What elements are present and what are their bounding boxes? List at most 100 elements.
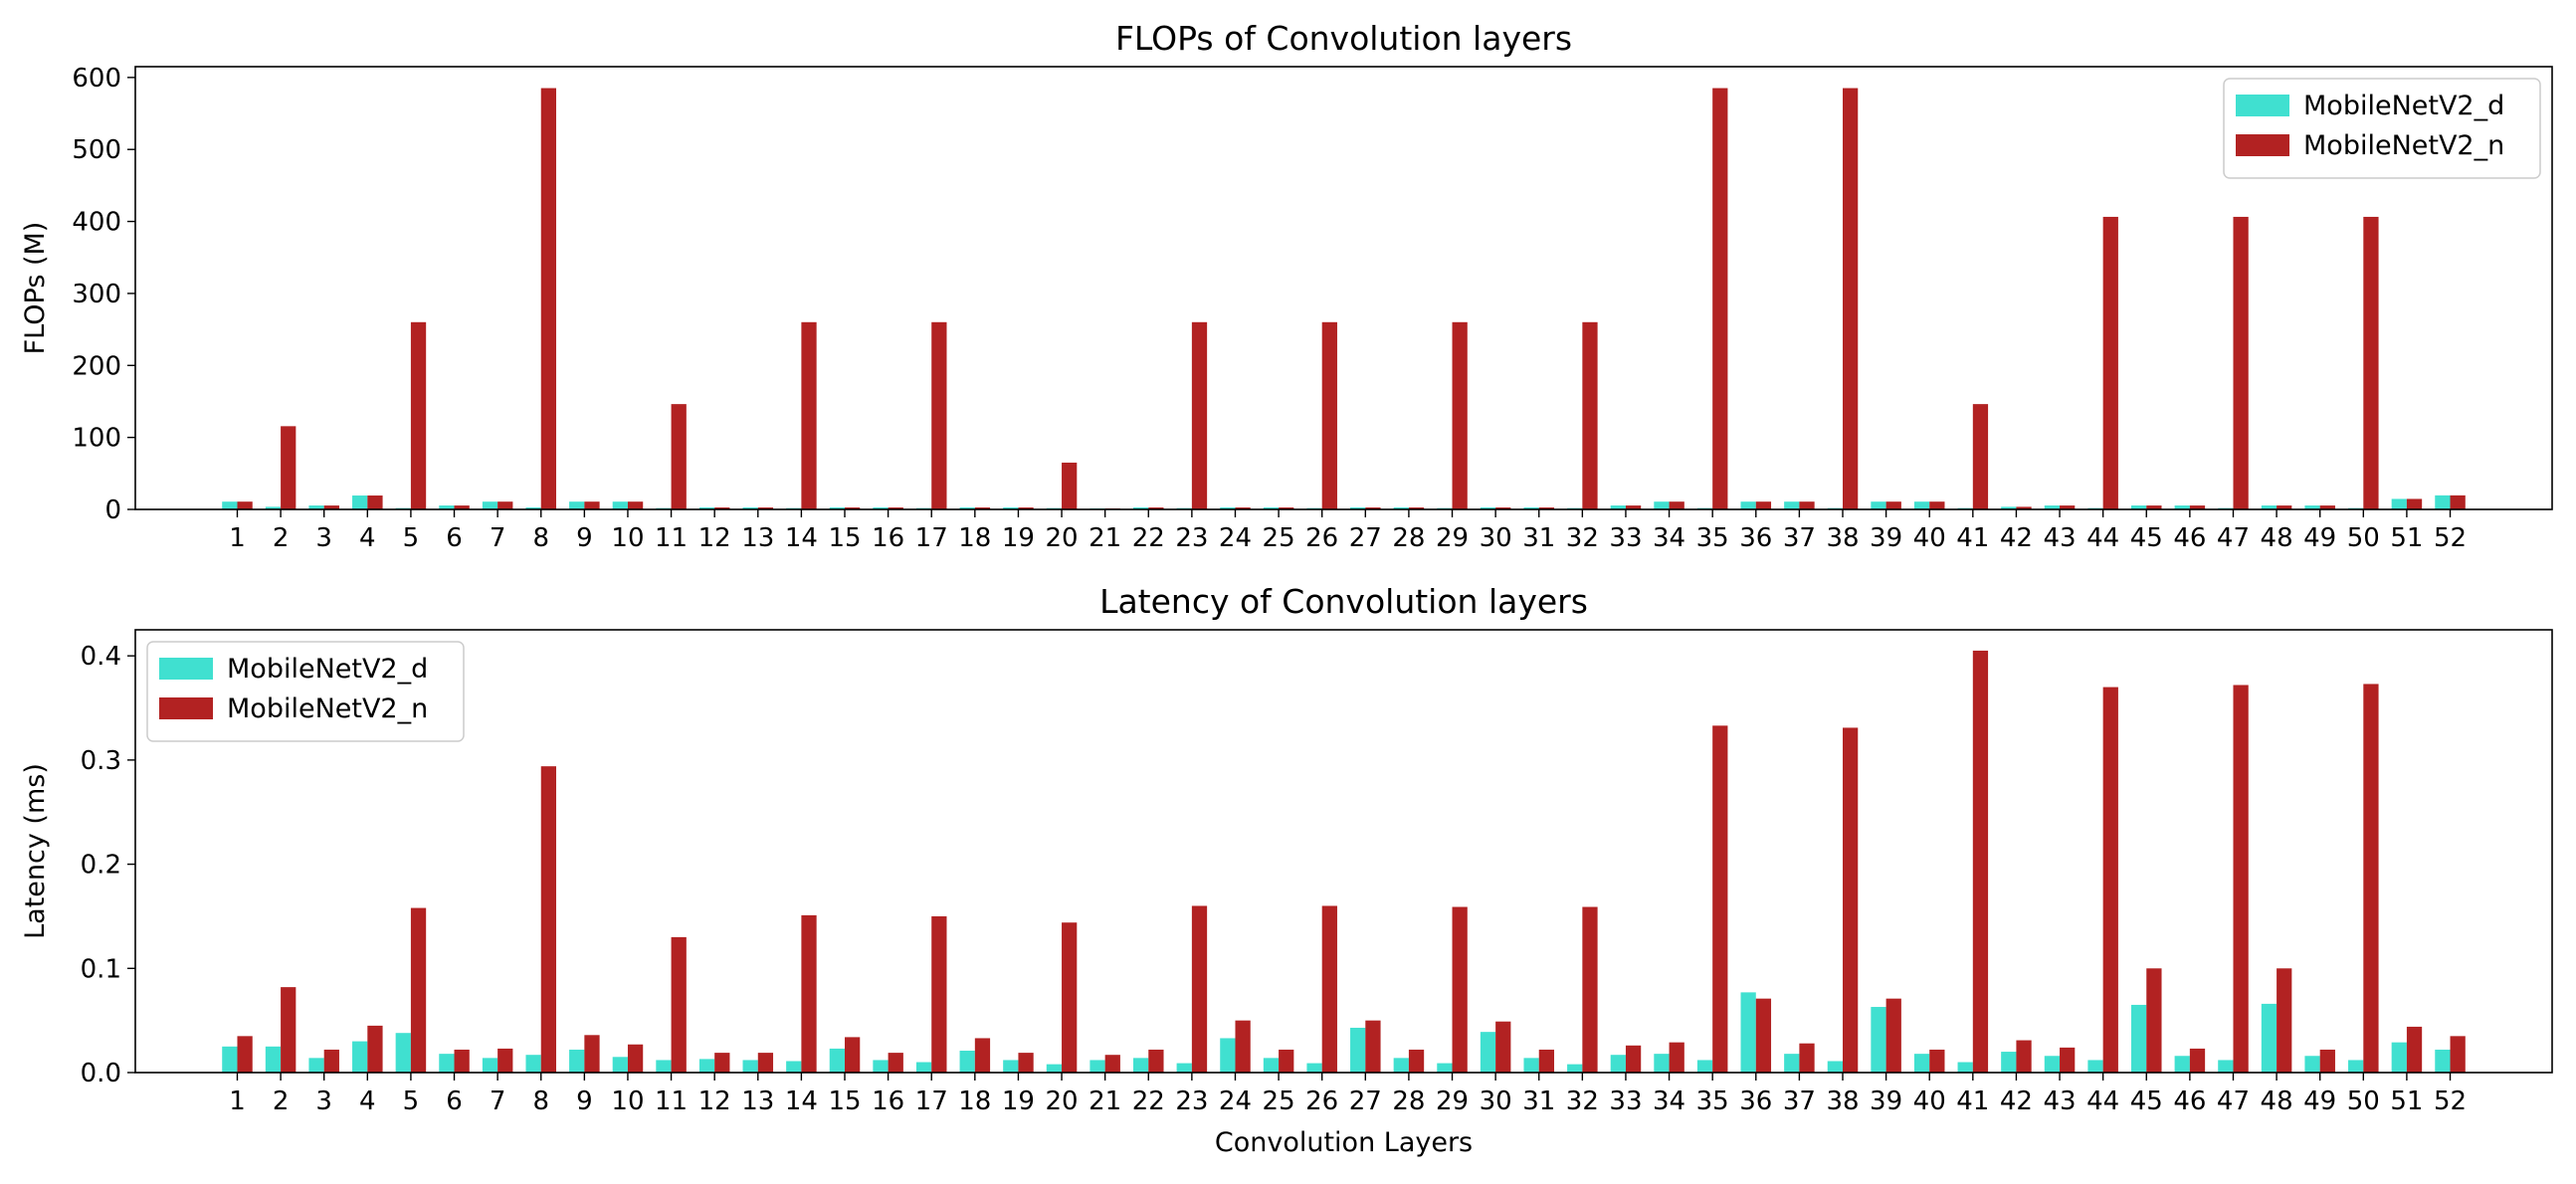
bar-n-30 xyxy=(1495,1021,1511,1073)
x-tick-label-28: 28 xyxy=(1392,523,1425,553)
bar-d-43 xyxy=(2044,505,2061,509)
bar-d-39 xyxy=(1871,501,1886,509)
bar-n-16 xyxy=(888,1053,903,1073)
bar-n-20 xyxy=(1062,922,1078,1073)
bar-d-34 xyxy=(1654,1054,1670,1073)
y-axis-label: FLOPs (M) xyxy=(20,222,51,355)
bar-d-4 xyxy=(352,495,368,509)
bar-d-23 xyxy=(1176,1063,1192,1073)
bar-d-48 xyxy=(2261,505,2278,509)
x-tick-label-13: 13 xyxy=(741,523,774,553)
x-tick-label-14: 14 xyxy=(785,1086,818,1116)
x-tick-label-12: 12 xyxy=(698,523,731,553)
x-tick-label-52: 52 xyxy=(2434,1086,2467,1116)
bar-d-18 xyxy=(959,507,975,509)
bar-n-50 xyxy=(2363,684,2379,1073)
bar-d-11 xyxy=(656,1060,672,1073)
bar-n-46 xyxy=(2189,505,2206,509)
bar-d-8 xyxy=(525,1055,541,1073)
bar-d-29 xyxy=(1437,1063,1453,1073)
bar-n-6 xyxy=(454,1049,470,1073)
x-tick-label-18: 18 xyxy=(958,523,991,553)
bar-n-43 xyxy=(2060,505,2076,509)
x-tick-label-29: 29 xyxy=(1436,523,1469,553)
bar-d-7 xyxy=(482,501,498,509)
bar-n-22 xyxy=(1148,1049,1164,1073)
bar-n-1 xyxy=(237,1036,253,1073)
legend-box xyxy=(146,641,465,742)
bar-n-36 xyxy=(1755,998,1772,1073)
bar-n-42 xyxy=(2016,1040,2032,1073)
bar-d-16 xyxy=(873,1060,889,1073)
bar-n-13 xyxy=(757,507,774,509)
bar-n-20 xyxy=(1062,462,1078,509)
bar-n-9 xyxy=(584,501,600,509)
bar-n-26 xyxy=(1321,321,1337,509)
x-tick-label-45: 45 xyxy=(2130,1086,2163,1116)
bar-d-13 xyxy=(742,1060,758,1073)
bar-n-2 xyxy=(281,987,297,1073)
bar-d-24 xyxy=(1220,507,1236,509)
x-tick-label-21: 21 xyxy=(1089,523,1121,553)
bar-n-14 xyxy=(801,321,817,509)
bar-n-5 xyxy=(410,907,427,1073)
bar-n-1 xyxy=(237,501,253,509)
x-tick-label-17: 17 xyxy=(915,523,948,553)
bar-d-44 xyxy=(2087,1060,2103,1073)
y-tick-label: 0.2 xyxy=(81,851,121,881)
bar-n-38 xyxy=(1843,727,1859,1073)
x-tick-label-20: 20 xyxy=(1045,1086,1078,1116)
chart-title: Latency of Convolution layers xyxy=(1099,582,1588,621)
x-tick-label-32: 32 xyxy=(1566,523,1599,553)
x-tick-label-2: 2 xyxy=(273,523,290,553)
bar-n-34 xyxy=(1669,501,1684,509)
bar-n-49 xyxy=(2319,505,2335,509)
bar-n-11 xyxy=(671,404,687,509)
x-tick-label-16: 16 xyxy=(872,523,904,553)
x-tick-label-10: 10 xyxy=(611,1086,644,1116)
x-tick-label-50: 50 xyxy=(2347,1086,2380,1116)
bar-n-27 xyxy=(1365,1020,1381,1073)
chart-title: FLOPs of Convolution layers xyxy=(1115,19,1572,58)
bar-n-39 xyxy=(1885,501,1901,509)
x-tick-label-22: 22 xyxy=(1132,1086,1165,1116)
x-tick-label-20: 20 xyxy=(1045,523,1078,553)
x-tick-label-30: 30 xyxy=(1480,1086,1512,1116)
x-tick-label-3: 3 xyxy=(315,523,332,553)
bar-d-46 xyxy=(2174,1056,2190,1073)
x-tick-label-9: 9 xyxy=(576,523,593,553)
bar-n-52 xyxy=(2450,1036,2466,1073)
x-tick-label-8: 8 xyxy=(532,523,549,553)
x-tick-label-41: 41 xyxy=(1956,1086,1989,1116)
bar-n-22 xyxy=(1148,507,1164,509)
bar-d-43 xyxy=(2044,1056,2061,1073)
bar-d-17 xyxy=(915,1062,932,1073)
x-tick-label-19: 19 xyxy=(1002,523,1035,553)
x-tick-label-23: 23 xyxy=(1175,523,1208,553)
x-tick-label-36: 36 xyxy=(1739,1086,1772,1116)
bar-n-26 xyxy=(1321,905,1337,1073)
y-tick-label: 400 xyxy=(72,208,121,238)
bar-n-41 xyxy=(1972,404,1989,509)
x-axis-label: Convolution Layers xyxy=(1215,1127,1473,1158)
x-tick-label-17: 17 xyxy=(915,1086,948,1116)
axes-frame xyxy=(134,66,2553,510)
bar-d-31 xyxy=(1523,507,1539,509)
x-tick-label-15: 15 xyxy=(828,523,861,553)
x-tick-label-25: 25 xyxy=(1263,523,1295,553)
x-tick-label-32: 32 xyxy=(1566,1086,1599,1116)
bar-n-36 xyxy=(1755,501,1772,509)
bar-n-28 xyxy=(1408,1049,1425,1073)
bar-n-10 xyxy=(627,1044,644,1073)
bar-n-52 xyxy=(2450,494,2466,509)
bar-d-47 xyxy=(2218,1060,2234,1073)
x-tick-label-42: 42 xyxy=(2000,1086,2033,1116)
x-tick-label-29: 29 xyxy=(1436,1086,1469,1116)
y-tick-label: 600 xyxy=(72,64,121,94)
bar-n-18 xyxy=(974,507,991,509)
bar-n-41 xyxy=(1972,650,1989,1073)
bar-d-42 xyxy=(2001,1052,2017,1073)
x-tick-label-19: 19 xyxy=(1002,1086,1035,1116)
legend-label-n: MobileNetV2_n xyxy=(227,693,428,724)
